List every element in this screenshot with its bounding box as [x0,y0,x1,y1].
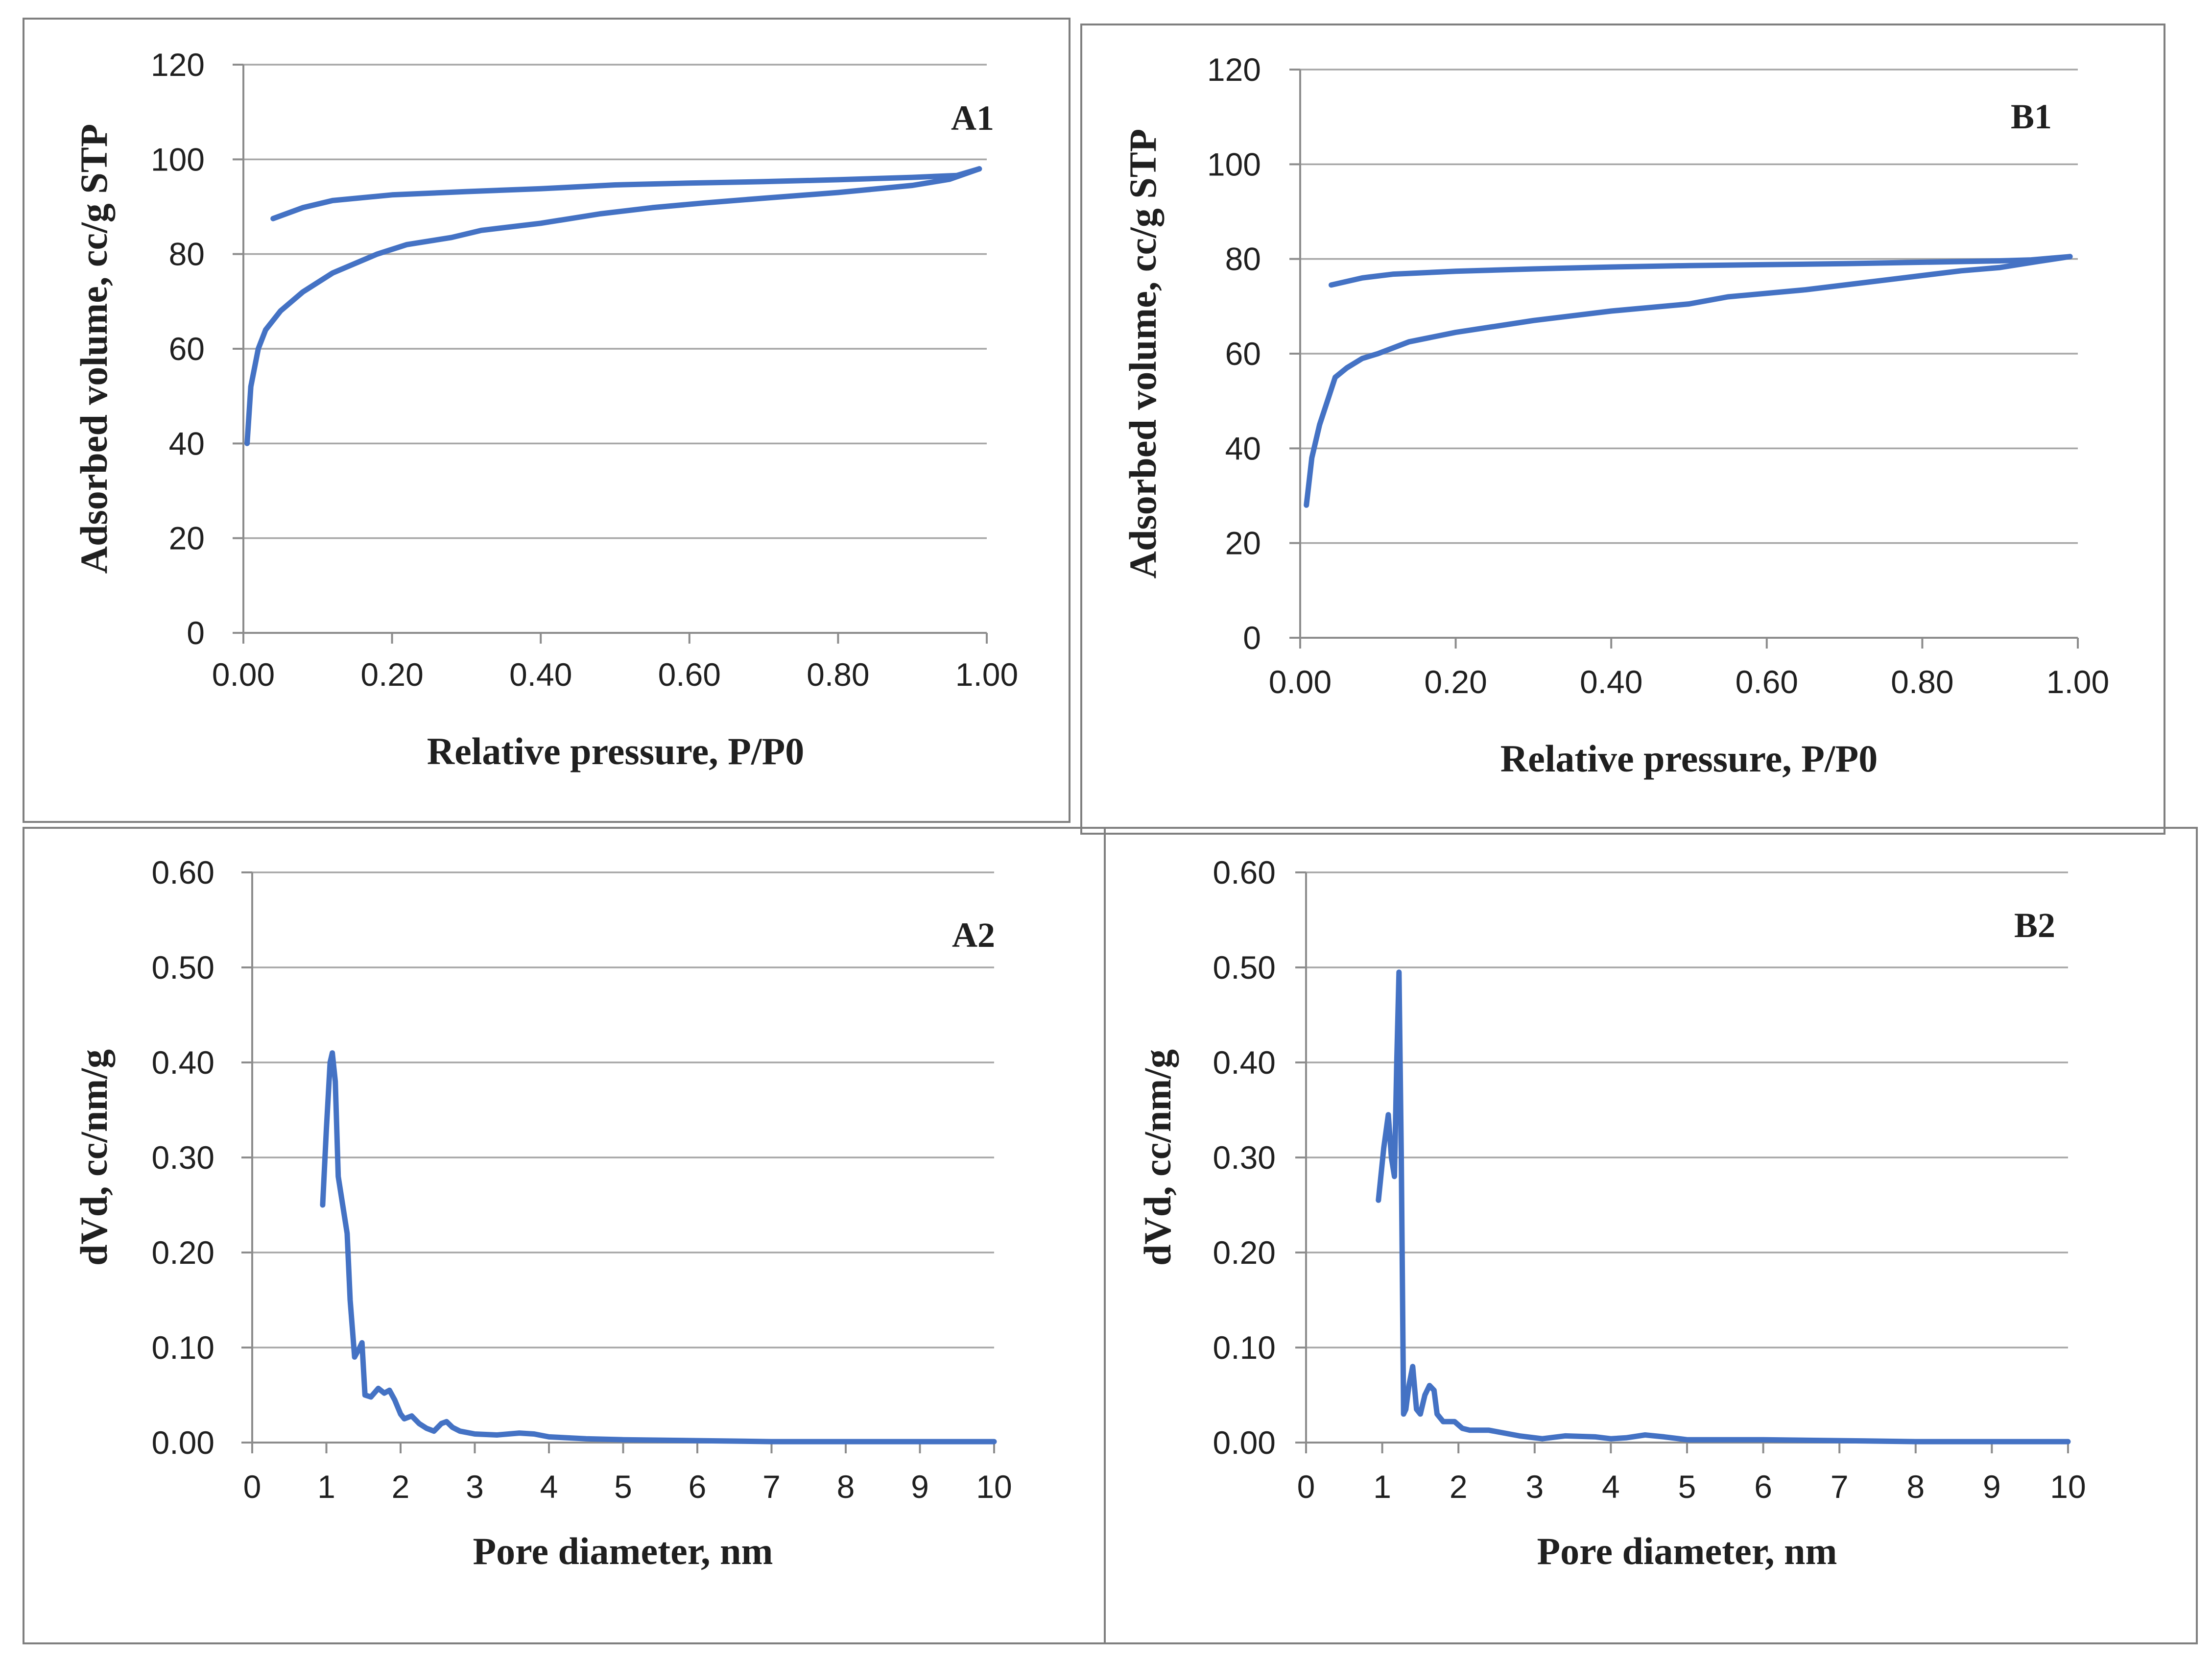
x-tick-label-a2: 9 [911,1469,929,1505]
y-tick-label-b2: 0.60 [1213,854,1276,891]
x-axis-label-b1: Relative pressure, P/P0 [1500,737,1878,780]
y-tick-label-b2: 0.50 [1213,949,1276,986]
x-tick-label-b2: 6 [1754,1469,1772,1505]
panel-title-a1: A1 [951,98,994,138]
panel-title-b1: B1 [2011,97,2052,136]
y-tick-label-b2: 0.00 [1213,1424,1276,1461]
y-axis-label-b2: dVd, cc/nm/g [1136,1049,1179,1266]
y-tick-label-b1: 20 [1225,525,1261,561]
x-tick-label-a2: 6 [689,1469,707,1505]
chart-a1: 0 20 40 60 80 100 120 0.00 0.20 0.40 0.60 0.80 1.00 A… [72,47,1018,772]
series-line-a1-desorption [270,166,982,221]
x-tick-label-b2: 0 [1297,1469,1315,1505]
x-tick-label-b2: 5 [1678,1469,1696,1505]
y-tick-label-b1: 60 [1225,336,1261,372]
x-tick-label-b1: 1.00 [2046,664,2109,700]
panel-frame-b1 [1080,24,2165,835]
y-tick-label-a1: 120 [151,47,205,83]
panel-title-b2: B2 [2014,906,2055,945]
x-tick-label-a1: 0.60 [658,656,721,693]
y-tick-label-b1: 80 [1225,241,1261,277]
x-tick-label-b2: 10 [2050,1469,2086,1505]
x-tick-label-a2: 0 [243,1469,262,1505]
x-axis-label-a2: Pore diameter, nm [473,1530,773,1572]
y-tick-label-a2: 0.50 [152,949,214,986]
panel-frame-b2 [1104,827,2198,1644]
y-tick-label-a1: 20 [169,520,205,556]
x-tick-label-a1: 1.00 [955,656,1018,693]
y-tick-label-b1: 120 [1207,51,1261,88]
x-tick-label-a2: 8 [837,1469,855,1505]
x-tick-label-a1: 0.00 [212,656,275,693]
y-tick-label-b2: 0.20 [1213,1234,1276,1271]
x-tick-label-a2: 10 [976,1469,1012,1505]
x-tick-label-b2: 3 [1525,1469,1544,1505]
panel-frame-a1 [23,18,1070,823]
series-line-b2-PSD [1376,969,2071,1445]
x-tick-label-a1: 0.80 [807,656,869,693]
y-tick-label-a2: 0.40 [152,1044,214,1081]
x-tick-label-b1: 0.40 [1580,664,1642,700]
chart-b1: 0 20 40 60 80 100 120 0.00 0.20 0.40 0.60 0.80 1.00 B… [1121,51,2109,780]
x-tick-label-b1: 0.00 [1269,664,1332,700]
x-tick-label-a2: 5 [614,1469,632,1505]
series-line-a1-adsorption [244,166,982,446]
x-tick-label-a2: 2 [392,1469,410,1505]
x-tick-label-b2: 1 [1373,1469,1391,1505]
y-axis-label-b1: Adsorbed volume, cc/g STP [1121,129,1164,579]
x-tick-label-b1: 0.60 [1736,664,1798,700]
y-tick-label-a2: 0.30 [152,1139,214,1176]
y-tick-label-b1: 40 [1225,430,1261,466]
x-tick-label-b1: 0.80 [1891,664,1953,700]
panel-borders [23,18,2198,1644]
series-line-b1-desorption [1329,254,2073,288]
y-tick-label-b2: 0.40 [1213,1044,1276,1081]
y-tick-label-a2: 0.10 [152,1329,214,1366]
y-tick-label-b1: 100 [1207,146,1261,182]
chart-b2: 0.00 0.10 0.20 0.30 0.40 0.50 0.60 0 1 2 3 4 5 6 7 8 9 10… [1136,854,2086,1572]
y-tick-label-a1: 60 [169,331,205,367]
y-tick-label-a1: 40 [169,425,205,461]
x-tick-label-b2: 8 [1906,1469,1925,1505]
x-tick-label-b1: 0.20 [1424,664,1487,700]
x-tick-label-a2: 4 [540,1469,558,1505]
y-tick-label-a2: 0.20 [152,1234,214,1271]
y-tick-label-a2: 0.60 [152,854,214,891]
x-tick-label-b2: 9 [1983,1469,2001,1505]
y-tick-label-a1: 80 [169,236,205,272]
series-line-a2-PSD [320,1050,997,1445]
y-tick-label-a1: 0 [187,615,205,651]
panel-title-a2: A2 [952,915,995,955]
x-tick-label-b2: 2 [1450,1469,1468,1505]
x-tick-label-a2: 7 [762,1469,781,1505]
x-axis-label-b2: Pore diameter, nm [1537,1530,1837,1572]
x-tick-label-a2: 1 [317,1469,335,1505]
y-tick-label-a2: 0.00 [152,1424,214,1461]
chart-a2: 0.00 0.10 0.20 0.30 0.40 0.50 0.60 0 1 2 3 4 5 6 7 8 9 10… [72,854,1012,1572]
y-tick-label-b1: 0 [1243,620,1261,656]
x-tick-label-b2: 7 [1831,1469,1849,1505]
x-tick-label-b2: 4 [1602,1469,1620,1505]
x-axis-label-a1: Relative pressure, P/P0 [427,730,804,772]
x-tick-label-a1: 0.20 [360,656,423,693]
y-tick-label-a1: 100 [151,141,205,177]
x-tick-label-a2: 3 [466,1469,484,1505]
y-tick-label-b2: 0.30 [1213,1139,1276,1176]
x-tick-label-a1: 0.40 [509,656,572,693]
y-tick-label-b2: 0.10 [1213,1329,1276,1366]
series-line-b1-adsorption [1304,254,2073,508]
y-axis-label-a2: dVd, cc/nm/g [72,1049,115,1266]
y-axis-label-a1: Adsorbed volume, cc/g STP [72,124,115,574]
